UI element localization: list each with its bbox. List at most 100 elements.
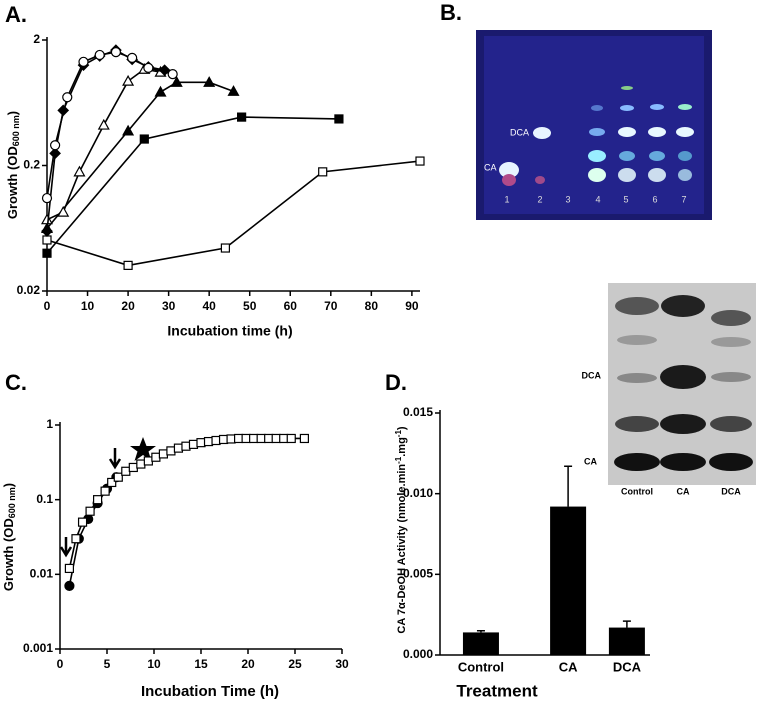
marker xyxy=(249,433,259,444)
band xyxy=(711,337,751,347)
lane-label: 1 xyxy=(504,194,509,204)
marker xyxy=(121,466,131,476)
x-tick-label: 10 xyxy=(147,657,161,671)
series-line xyxy=(46,51,173,199)
marker xyxy=(71,534,81,544)
arrow xyxy=(59,537,73,558)
axis-title-part: Growth (OD xyxy=(5,146,20,219)
x-tick-label: 20 xyxy=(121,299,135,313)
x-tick-label: 30 xyxy=(335,657,349,671)
marker xyxy=(170,76,183,87)
band-label: CA xyxy=(584,456,597,466)
spot xyxy=(648,168,666,182)
marker xyxy=(167,68,178,80)
spot xyxy=(678,169,692,181)
panel-label: B. xyxy=(440,0,462,25)
axis-title-part: ) xyxy=(5,111,20,115)
spot xyxy=(678,104,692,110)
marker xyxy=(271,433,281,444)
band-label: DCA xyxy=(582,370,602,380)
error-bar xyxy=(564,465,573,507)
error-bar xyxy=(476,630,485,633)
gel: DCA CA xyxy=(582,283,756,485)
y-tick-label: 0.000 xyxy=(403,647,433,661)
spot xyxy=(591,105,603,111)
series-line xyxy=(46,116,339,254)
marker xyxy=(196,438,206,448)
x-tick-label: 50 xyxy=(243,299,257,313)
axis-title-part: -1 xyxy=(394,430,403,438)
marker xyxy=(334,114,344,124)
x-tick-label: 80 xyxy=(365,299,379,313)
lane-label: 3 xyxy=(565,194,570,204)
band xyxy=(710,416,752,432)
x-tick-label: 20 xyxy=(241,657,255,671)
marker xyxy=(122,74,135,86)
lane-label: 5 xyxy=(623,194,628,204)
y-tick-label: 0.005 xyxy=(403,567,433,581)
marker xyxy=(188,439,199,449)
marker xyxy=(78,56,89,67)
marker xyxy=(173,443,184,453)
lane-label: 2 xyxy=(537,194,542,204)
x-tick-label: 15 xyxy=(194,657,208,671)
x-tick-label: 0 xyxy=(57,657,64,671)
spot xyxy=(618,127,636,137)
marker xyxy=(264,433,274,444)
marker xyxy=(40,213,54,225)
band xyxy=(615,297,659,315)
x-axis-title: Treatment xyxy=(456,681,538,700)
spot xyxy=(648,127,666,137)
marker xyxy=(110,47,122,58)
star xyxy=(130,437,156,461)
band xyxy=(617,335,657,345)
band xyxy=(711,372,751,382)
marker xyxy=(41,225,53,237)
y-tick-label: 0.2 xyxy=(23,158,40,172)
marker xyxy=(227,85,240,96)
marker xyxy=(97,118,110,130)
axis-title-part: -1 xyxy=(394,456,403,464)
axis-title-part: Growth (OD xyxy=(1,518,16,591)
x-tick-label: 10 xyxy=(81,299,95,313)
lane-label: 6 xyxy=(652,194,657,204)
bar xyxy=(608,627,645,655)
marker xyxy=(166,446,176,456)
marker xyxy=(85,506,95,516)
marker xyxy=(234,433,244,444)
series-line xyxy=(46,81,234,229)
marker xyxy=(57,205,70,217)
marker xyxy=(158,449,168,459)
band xyxy=(615,416,659,432)
marker xyxy=(64,580,75,591)
x-tick-label: 60 xyxy=(284,299,298,313)
spot xyxy=(588,150,606,162)
marker xyxy=(94,49,105,61)
x-axis-title: Incubation time (h) xyxy=(167,323,292,339)
bar xyxy=(550,506,587,655)
axis-title: CA 7α-DeOH Activity (nmole.min-1.mg-1) xyxy=(394,426,408,634)
band xyxy=(614,453,660,471)
axis-title-part: 600 nm xyxy=(11,115,21,146)
error-bar xyxy=(622,620,631,628)
axis-title-part: CA 7α-DeOH Activity (nmole.min xyxy=(396,464,408,634)
spot-label: CA xyxy=(484,162,497,172)
x-axis-title: Incubation Time (h) xyxy=(141,683,279,700)
x-tick-label: 70 xyxy=(324,299,338,313)
marker xyxy=(218,434,229,445)
marker xyxy=(128,462,138,473)
y-tick-label: 1 xyxy=(46,417,53,431)
marker xyxy=(415,156,425,166)
marker xyxy=(279,433,289,444)
spot xyxy=(619,151,635,161)
x-tick-label: 90 xyxy=(405,299,419,313)
marker xyxy=(42,248,52,258)
marker xyxy=(107,477,117,488)
spot xyxy=(618,168,636,182)
marker xyxy=(143,456,153,466)
axis-title: Growth (OD600 nm) xyxy=(1,483,16,591)
spot xyxy=(649,151,665,161)
marker xyxy=(226,434,236,444)
